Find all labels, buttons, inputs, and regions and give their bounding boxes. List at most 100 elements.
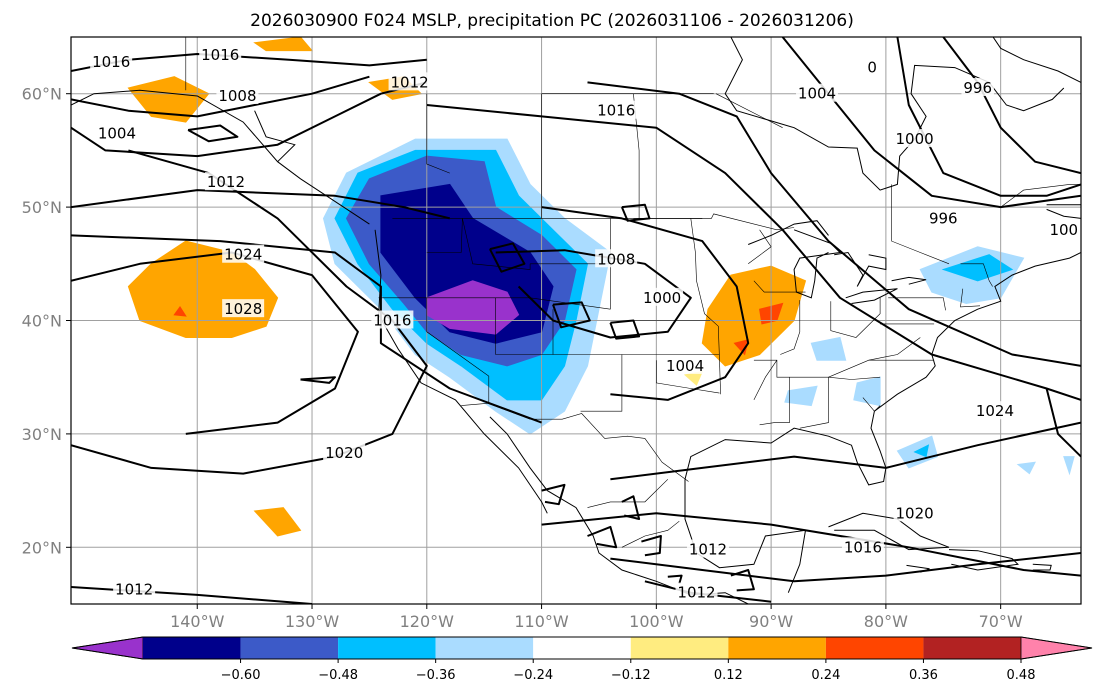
isobar-label-14: 0 bbox=[867, 59, 877, 77]
coastline-14 bbox=[834, 251, 887, 287]
isobar-1 bbox=[71, 234, 542, 424]
colorbar-tick-label-3: −0.24 bbox=[513, 668, 553, 683]
coastline-18 bbox=[992, 37, 1081, 83]
colorbar-segment-2 bbox=[240, 637, 339, 659]
isobar-closed-0 bbox=[187, 124, 239, 143]
isobar-label-bg-25 bbox=[113, 579, 156, 598]
isobar-label-bg-14 bbox=[865, 57, 879, 76]
isobar-closed-1 bbox=[620, 203, 651, 222]
border-10 bbox=[580, 354, 623, 412]
isobar-label-18: 100 bbox=[1049, 221, 1078, 239]
border-39 bbox=[621, 520, 680, 548]
isobar-label-bg-21 bbox=[893, 503, 936, 522]
isobar-9 bbox=[541, 206, 750, 401]
isobar-labels: 1016 1016 1012 1008 1004 1012 1024 1028 1016 1016… bbox=[90, 45, 1081, 602]
border-37 bbox=[1000, 184, 1081, 208]
isobar-14 bbox=[942, 37, 1081, 175]
isobar-label-10: 1008 bbox=[597, 250, 635, 268]
lat-tick-label-3: 30°N bbox=[22, 425, 62, 444]
isobar-closed-6 bbox=[541, 483, 566, 506]
colorbar-tick-label-2: −0.36 bbox=[416, 668, 456, 683]
colorbar-tick-label-0: −0.60 bbox=[221, 668, 261, 683]
isobar-label-19: 1024 bbox=[976, 402, 1014, 420]
isobar-label-8: 1016 bbox=[373, 312, 411, 330]
isobar-label-bg-20 bbox=[323, 443, 366, 462]
coastline-5 bbox=[948, 549, 1019, 571]
coastline-0 bbox=[374, 229, 548, 514]
map-content: 1016 1016 1012 1008 1004 1012 1024 1028 1016 1016… bbox=[71, 37, 1081, 604]
colorbar-tick-label-7: 0.36 bbox=[909, 668, 938, 683]
border-16 bbox=[753, 280, 806, 293]
isobar-7 bbox=[71, 586, 313, 604]
isobar-label-bg-11 bbox=[641, 287, 684, 306]
isobar-closed-9 bbox=[641, 535, 662, 557]
isobar-8 bbox=[495, 249, 692, 339]
precip-area-21 bbox=[913, 444, 930, 458]
latitude-ticks: 60°N 50°N 40°N 30°N 20°N bbox=[22, 85, 71, 557]
isobar-label-bg-1 bbox=[199, 45, 242, 64]
isobar-label-bg-4 bbox=[95, 123, 138, 142]
isobar-label-bg-3 bbox=[216, 85, 259, 104]
border-32 bbox=[426, 93, 450, 174]
colorbar-segment-4 bbox=[435, 637, 534, 659]
colorbar-extend-high bbox=[1020, 636, 1093, 660]
isobar-label-bg-0 bbox=[90, 51, 133, 70]
isobar-closed-10 bbox=[730, 569, 755, 592]
lat-tick-label-2: 40°N bbox=[22, 312, 62, 331]
lon-tick-label-0: 140°W bbox=[170, 612, 225, 631]
isobar-label-bg-22 bbox=[841, 537, 884, 556]
isobar-10 bbox=[426, 104, 1081, 401]
colorbar-tick-label-4: −0.12 bbox=[611, 668, 651, 683]
isobar-label-20: 1020 bbox=[325, 444, 363, 462]
colorbar-segment-7 bbox=[728, 637, 826, 659]
coastline-7 bbox=[1032, 563, 1052, 571]
isobar-label-bg-8 bbox=[371, 310, 414, 329]
isobar-11 bbox=[587, 81, 1081, 367]
colorbar-segment-8 bbox=[825, 637, 924, 659]
border-28 bbox=[753, 360, 778, 401]
isobar-label-17: 996 bbox=[929, 209, 958, 227]
precip-area-8 bbox=[253, 507, 302, 537]
lat-tick-label-4: 20°N bbox=[22, 538, 62, 557]
isobar-label-bg-13 bbox=[796, 83, 839, 102]
isobar-label-bg-18 bbox=[1047, 219, 1081, 238]
border-17 bbox=[780, 300, 801, 355]
isobar-label-21: 1020 bbox=[895, 504, 933, 522]
isobar-label-9: 1016 bbox=[597, 102, 635, 120]
border-18 bbox=[830, 297, 881, 338]
colorbar-segment-5 bbox=[533, 637, 631, 659]
isobar-6 bbox=[71, 251, 359, 435]
colorbar-tick-label-5: 0.12 bbox=[714, 668, 743, 683]
isobar-label-bg-12 bbox=[664, 355, 707, 374]
border-19 bbox=[888, 297, 946, 311]
border-5 bbox=[426, 297, 490, 404]
lat-tick-label-0: 60°N bbox=[22, 85, 62, 104]
isobar-label-12: 1004 bbox=[666, 357, 704, 375]
border-35 bbox=[715, 93, 783, 128]
isobar-label-13: 1004 bbox=[798, 85, 836, 103]
colorbar-tick-label-1: −0.48 bbox=[318, 668, 358, 683]
border-15 bbox=[799, 377, 829, 429]
isobar-label-bg-15 bbox=[893, 129, 936, 148]
colorbar-segment-9 bbox=[923, 637, 1021, 659]
precipitation-shading bbox=[127, 37, 1075, 537]
coastline-8 bbox=[71, 89, 370, 225]
lat-tick-label-1: 50°N bbox=[22, 198, 62, 217]
isobar-label-bg-16 bbox=[961, 78, 994, 97]
isobar-0 bbox=[71, 189, 451, 220]
border-30 bbox=[748, 229, 772, 265]
isobar-label-16: 996 bbox=[963, 79, 992, 97]
isobar-closed-11 bbox=[667, 574, 683, 584]
isobar-label-24: 1012 bbox=[677, 584, 715, 602]
coastline-12 bbox=[1046, 208, 1081, 219]
isobar-label-11: 1000 bbox=[643, 289, 681, 307]
isobar-closed-4 bbox=[609, 319, 641, 340]
precip-area-17 bbox=[810, 336, 847, 361]
border-36 bbox=[891, 184, 950, 265]
lon-tick-label-1: 130°W bbox=[285, 612, 340, 631]
colorbar-segment-1 bbox=[143, 637, 241, 659]
isobar-label-3: 1008 bbox=[218, 87, 256, 105]
lon-tick-label-5: 90°W bbox=[749, 612, 793, 631]
isobar-closed-2 bbox=[489, 242, 526, 273]
precip-area-18 bbox=[784, 385, 818, 407]
